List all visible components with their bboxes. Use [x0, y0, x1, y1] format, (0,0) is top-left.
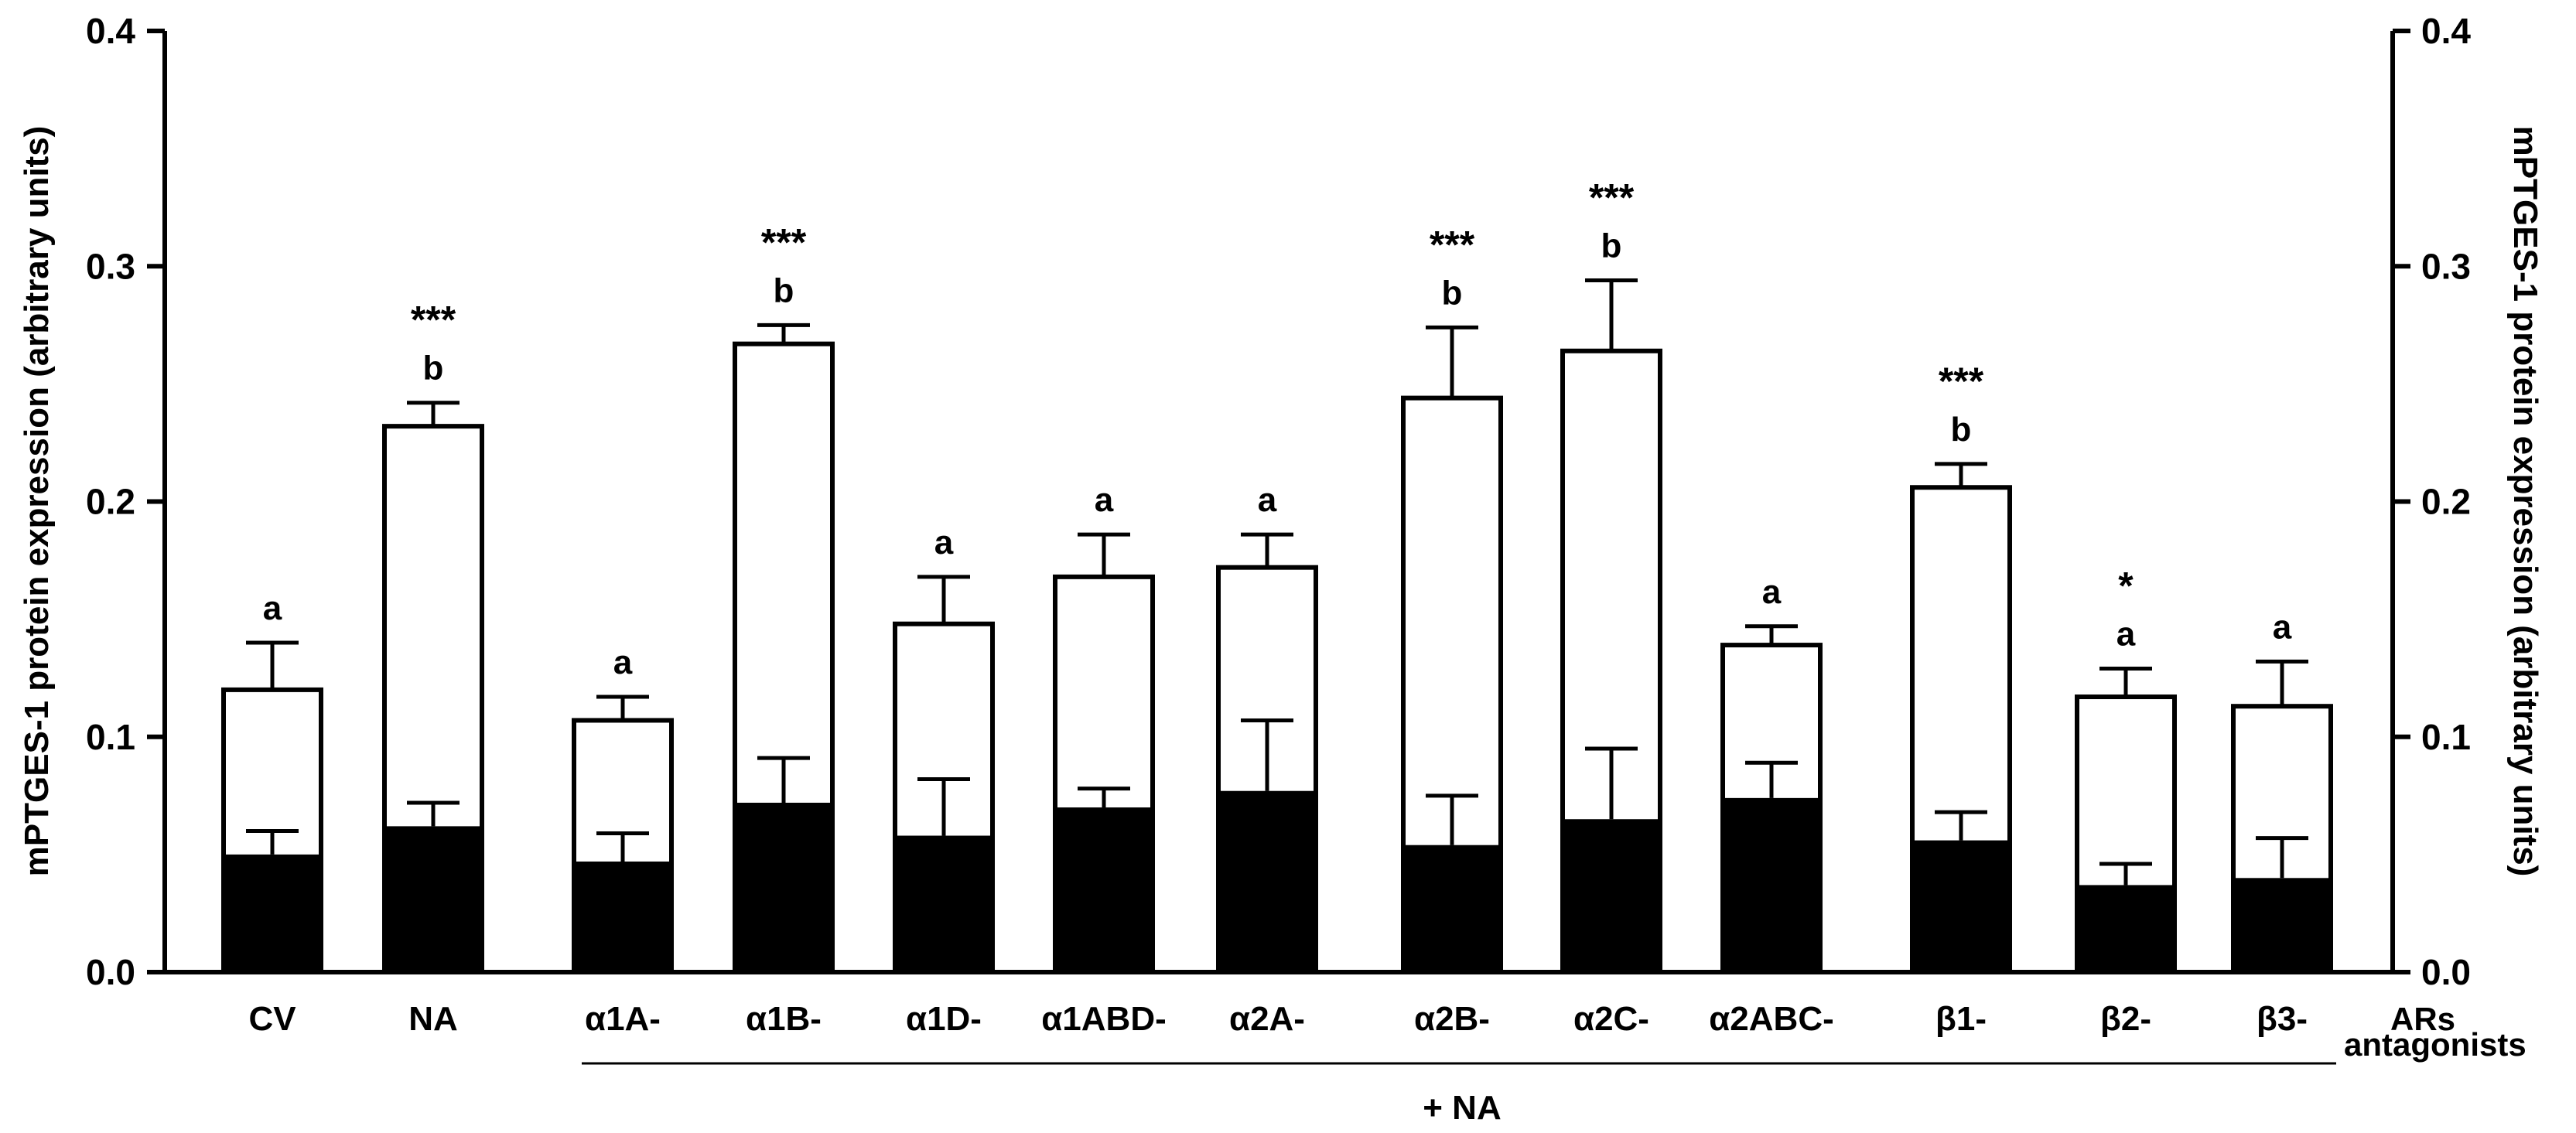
bar-group-6: a [1216, 481, 1318, 974]
left-tick-label: 0.1 [86, 717, 135, 757]
bar-group-4: a [893, 524, 995, 975]
significance-letter: a [1095, 481, 1114, 519]
bar-group-9: a [1720, 573, 1823, 975]
left-ticks: 0.0 0.1 0.2 0.3 0.4 [86, 11, 165, 992]
significance-letter: a [613, 643, 633, 681]
significance-letter: b [1951, 411, 1972, 449]
significance-letter: a [2273, 608, 2292, 646]
bar-group-7: b *** [1401, 223, 1503, 974]
right-tick-label: 0.4 [2421, 11, 2471, 51]
significance-stars: *** [1939, 360, 1984, 403]
significance-letter: b [774, 271, 794, 309]
na-bracket-label: + NA [1423, 1089, 1501, 1127]
significance-letter: a [2116, 616, 2136, 654]
left-tick-label: 0.2 [86, 482, 135, 522]
ars-label: ARs [2390, 1001, 2455, 1037]
x-tick-label: α1ABD- [1041, 1000, 1167, 1038]
x-tick-label: β1- [1935, 1000, 1987, 1038]
significance-stars: *** [1430, 223, 1475, 266]
significance-letter: b [1442, 274, 1463, 312]
bar-group-10: b *** [1910, 360, 2012, 974]
right-tick-label: 0.0 [2421, 952, 2471, 992]
black-bar [574, 862, 671, 972]
black-bar [384, 826, 482, 972]
antagonists-label: antagonists [2344, 1026, 2526, 1063]
right-tick-label: 0.1 [2421, 717, 2471, 757]
right-tick-label: 0.3 [2421, 246, 2471, 286]
x-tick-label: α1A- [585, 1000, 661, 1038]
significance-stars: * [2118, 565, 2134, 608]
black-bar [2077, 885, 2175, 972]
x-tick-label: CV [248, 1000, 296, 1038]
right-y-axis-title: mPTGES-1 protein expression (arbitrary u… [2506, 126, 2544, 877]
significance-letter: b [423, 350, 444, 387]
significance-stars: *** [411, 299, 456, 342]
black-bar [1723, 797, 1820, 972]
left-tick-label: 0.4 [86, 11, 135, 51]
bar-group-8: b *** [1560, 176, 1662, 974]
bar-group-5: a [1053, 481, 1155, 974]
left-tick-label: 0.3 [86, 246, 135, 286]
black-bar [895, 835, 992, 972]
x-tick-label: β3- [2257, 1000, 2308, 1038]
bar-group-11: a* [2075, 565, 2177, 975]
bar-group-12: a [2231, 608, 2333, 974]
bar-group-3: b *** [733, 220, 835, 974]
bar-group-2: a [572, 643, 674, 974]
black-bar [1563, 819, 1660, 972]
left-y-axis-title: mPTGES-1 protein expression (arbitrary u… [18, 126, 56, 877]
bar-group-1: b *** [382, 299, 484, 974]
significance-letter: a [1762, 573, 1782, 611]
x-tick-label: α1B- [746, 1000, 822, 1038]
black-bar [735, 802, 832, 972]
black-bar [1218, 790, 1316, 972]
significance-letter: a [934, 524, 954, 561]
significance-letter: a [263, 589, 282, 627]
x-tick-label: α2B- [1414, 1000, 1490, 1038]
bar-group-0: a [221, 589, 323, 975]
black-bar [1055, 807, 1153, 972]
black-bar [224, 854, 321, 972]
significance-letter: b [1601, 227, 1622, 265]
significance-stars: *** [761, 220, 807, 264]
left-tick-label: 0.0 [86, 952, 135, 992]
x-tick-labels: CV NA α1A-α1B-α1D-α1ABD-α2A-α2B-α2C-α2ABC-… [248, 1000, 2308, 1038]
x-tick-label: α2A- [1229, 1000, 1305, 1038]
x-tick-label: α2ABC- [1709, 1000, 1834, 1038]
right-tick-label: 0.2 [2421, 482, 2471, 522]
significance-letter: a [1258, 481, 1277, 519]
significance-stars: *** [1589, 176, 1635, 220]
black-bar [2233, 878, 2331, 972]
x-tick-label: β2- [2100, 1000, 2151, 1038]
black-bar [1403, 845, 1501, 972]
bars: ab***ab***aa ab*** b***ab***a*a [221, 176, 2333, 975]
x-tick-label: α2C- [1573, 1000, 1649, 1038]
x-tick-label: α1D- [906, 1000, 982, 1038]
right-ticks: 0.0 0.1 0.2 0.3 0.4 [2393, 11, 2471, 992]
x-tick-label: NA [408, 1000, 458, 1038]
black-bar [1912, 840, 2010, 972]
